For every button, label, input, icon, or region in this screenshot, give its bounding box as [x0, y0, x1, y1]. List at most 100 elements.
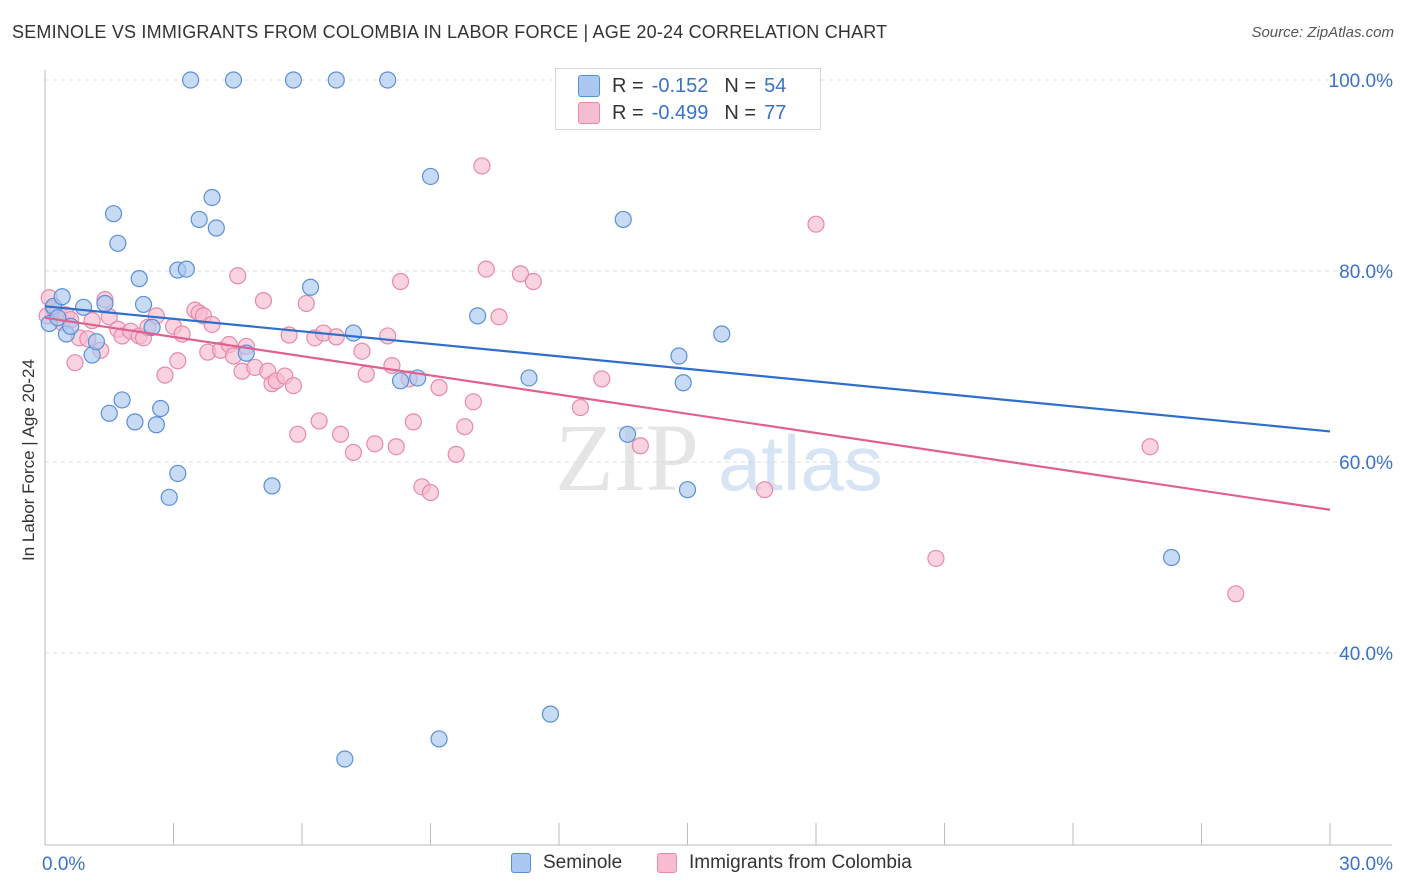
seminole-point [177, 260, 195, 278]
seminole-point [674, 374, 692, 392]
colombia-point [524, 272, 542, 291]
seminole-point [100, 404, 118, 422]
seminole-point [1162, 548, 1181, 567]
legend-row-colombia: R = -0.499 N = 77 [578, 100, 786, 126]
seminole-point [160, 488, 178, 506]
seminole-point [263, 477, 281, 495]
seminole-point [421, 167, 440, 186]
colombia-point [254, 292, 273, 310]
series-legend: Seminole Immigrants from Colombia [0, 850, 1406, 880]
y-axis-label: In Labor Force | Age 20-24 [19, 359, 38, 561]
legend-r-value: -0.499 [651, 101, 709, 124]
seminole-point [336, 750, 354, 768]
seminole-point [678, 481, 697, 499]
colombia-point [593, 370, 611, 388]
colombia-point [755, 481, 774, 499]
colombia-point [289, 425, 307, 443]
legend-n-label: N = [724, 101, 757, 124]
seminole-point [344, 324, 362, 342]
tick-labels: 100.0% 80.0% 60.0% 40.0% 0.0% 30.0% [42, 71, 1393, 875]
legend-r-label: R = [612, 74, 644, 97]
colombia-point [477, 260, 495, 278]
seminole-point [169, 464, 187, 483]
seminole-swatch [578, 75, 600, 97]
watermark: ZIP atlas [555, 404, 883, 511]
colombia-point [203, 315, 221, 334]
colombia-point [379, 327, 397, 345]
colombia-point [571, 398, 590, 417]
colombia-point [344, 443, 362, 462]
source-label: Source: ZipAtlas.com [1251, 24, 1394, 41]
colombia-point [1141, 438, 1159, 456]
colombia-point [156, 366, 174, 384]
chart-title: SEMINOLE VS IMMIGRANTS FROM COLOMBIA IN … [12, 22, 888, 42]
seminole-point [520, 369, 538, 387]
colombia-point [284, 377, 303, 395]
seminole-point [96, 294, 114, 313]
seminole-point [203, 188, 221, 207]
colombia-point [391, 272, 410, 291]
seminole-point [109, 234, 127, 252]
legend-n-label: N = [724, 74, 757, 97]
colombia-point [631, 437, 649, 455]
seminole-point [152, 399, 170, 418]
legend-r-value: -0.152 [651, 74, 709, 97]
colombia-trend-line [44, 316, 1331, 511]
colombia-point [310, 412, 328, 430]
seminole-point [430, 730, 448, 748]
seminole-point [284, 71, 303, 89]
colombia-point [366, 435, 384, 453]
seminole-point [74, 298, 93, 316]
legend-item-colombia[interactable]: Immigrants from Colombia [657, 852, 912, 874]
legend-n-value: 54 [764, 74, 787, 97]
colombia-point [490, 308, 508, 326]
colombia-point [511, 265, 530, 283]
seminole-point [541, 705, 560, 723]
colombia-swatch [578, 102, 600, 124]
seminole-point [207, 219, 225, 237]
seminole-point [182, 71, 200, 89]
colombia-point [1227, 585, 1245, 603]
seminole-point [134, 295, 153, 314]
colombia-point [456, 418, 474, 436]
x-tick-label: 0.0% [42, 854, 85, 875]
colombia-point [473, 157, 491, 175]
seminole-point [130, 270, 148, 288]
legend-item-seminole[interactable]: Seminole [511, 852, 622, 874]
seminole-point [104, 205, 123, 223]
legend-label-colombia: Immigrants from Colombia [689, 852, 912, 873]
seminole-point [391, 372, 410, 390]
legend-label-seminole: Seminole [543, 852, 623, 873]
seminole-point [53, 288, 71, 306]
seminole-point [614, 210, 632, 229]
series-colombia-points [38, 157, 1245, 603]
colombia-point [353, 342, 371, 360]
colombia-point [387, 438, 405, 456]
colombia-point [229, 267, 247, 285]
seminole-point [87, 333, 106, 351]
seminole-swatch [511, 853, 531, 873]
seminole-point [224, 71, 243, 89]
seminole-point [301, 278, 320, 296]
legend-row-seminole: R = -0.152 N = 54 [578, 73, 786, 99]
y-tick-label: 60.0% [1339, 453, 1393, 474]
colombia-point [357, 365, 375, 383]
y-tick-label: 100.0% [1329, 71, 1394, 92]
seminole-point [618, 425, 637, 443]
x-tick-label: 30.0% [1339, 854, 1393, 875]
seminole-point [113, 391, 131, 409]
seminole-point [147, 416, 165, 434]
colombia-point [447, 445, 465, 463]
seminole-point [670, 347, 688, 365]
y-tick-label: 80.0% [1339, 262, 1393, 283]
legend-r-label: R = [612, 101, 644, 124]
watermark-zip: ZIP [555, 404, 699, 511]
trend-lines [44, 305, 1331, 511]
seminole-point [190, 210, 208, 229]
correlation-legend: R = -0.152 N = 54 R = -0.499 N = 77 [555, 68, 821, 130]
legend-n-value: 77 [764, 101, 787, 124]
watermark-atlas: atlas [718, 419, 883, 507]
colombia-point [297, 294, 315, 313]
colombia-point [169, 352, 187, 370]
colombia-point [464, 393, 482, 411]
